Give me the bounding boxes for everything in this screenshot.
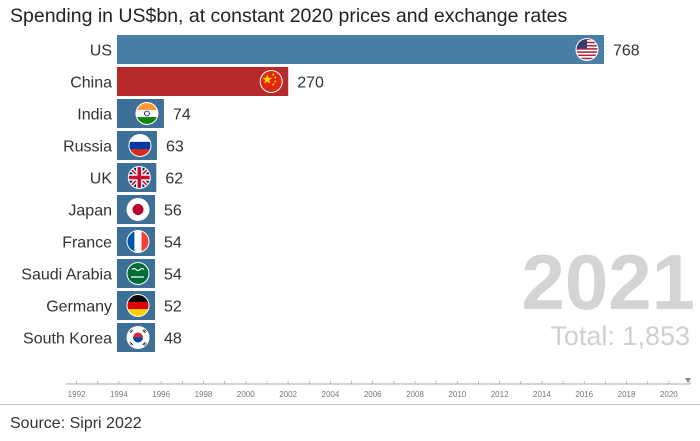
category-label: India	[77, 107, 112, 124]
timeline-tick-label: 2020	[660, 390, 678, 399]
timeline-tick-label: 2008	[406, 390, 424, 399]
category-label: UK	[90, 171, 113, 188]
category-label: China	[70, 75, 112, 92]
category-label: Saudi Arabia	[21, 267, 112, 284]
timeline-tick-label: 2012	[491, 390, 509, 399]
chart-title: Spending in US$bn, at constant 2020 pric…	[10, 5, 568, 27]
us-flag-icon	[575, 38, 599, 61]
category-label: Japan	[68, 203, 112, 220]
value-label: 768	[613, 43, 640, 60]
bar-us	[117, 35, 604, 64]
value-label: 63	[166, 139, 184, 156]
timeline-tick-label: 2002	[279, 390, 297, 399]
timeline-marker-icon	[685, 378, 691, 383]
category-label: US	[90, 43, 112, 60]
total-label: Total: 1,853	[550, 321, 690, 351]
value-label: 52	[164, 299, 182, 316]
uk-flag-icon	[127, 166, 151, 189]
value-label: 54	[164, 235, 182, 252]
category-label: France	[62, 235, 112, 252]
france-flag-icon	[126, 230, 150, 253]
timeline-tick-label: 2010	[448, 390, 466, 399]
south-korea-flag-icon	[126, 326, 150, 349]
value-label: 270	[297, 75, 324, 92]
category-label: South Korea	[23, 331, 112, 348]
timeline-tick-label: 1996	[152, 390, 170, 399]
timeline-tick-label: 2014	[533, 390, 551, 399]
value-label: 56	[164, 203, 182, 220]
russia-flag-icon	[128, 134, 152, 157]
japan-flag-icon	[126, 198, 150, 221]
china-flag-icon	[259, 70, 283, 93]
timeline-tick-label: 1998	[195, 390, 213, 399]
bar-china	[117, 67, 289, 96]
footer-divider	[0, 404, 700, 405]
timeline-tick-label: 2016	[575, 390, 593, 399]
saudi-arabia-flag-icon	[126, 262, 150, 285]
timeline-tick-label: 2000	[237, 390, 255, 399]
source-note: Source: Sipri 2022	[10, 415, 142, 432]
india-flag-icon	[135, 102, 159, 125]
value-label: 48	[164, 331, 182, 348]
timeline-tick-label: 2018	[618, 390, 636, 399]
year-label: 2021	[521, 238, 695, 326]
germany-flag-icon	[126, 294, 150, 317]
value-label: 62	[165, 171, 183, 188]
timeline-tick-label: 2004	[322, 390, 340, 399]
value-label: 54	[164, 267, 182, 284]
timeline-tick-label: 1994	[110, 390, 128, 399]
category-label: Germany	[46, 299, 112, 316]
timeline-tick-label: 2006	[364, 390, 382, 399]
timeline-tick-label: 1992	[68, 390, 86, 399]
value-label: 74	[173, 107, 191, 124]
category-label: Russia	[63, 139, 112, 156]
